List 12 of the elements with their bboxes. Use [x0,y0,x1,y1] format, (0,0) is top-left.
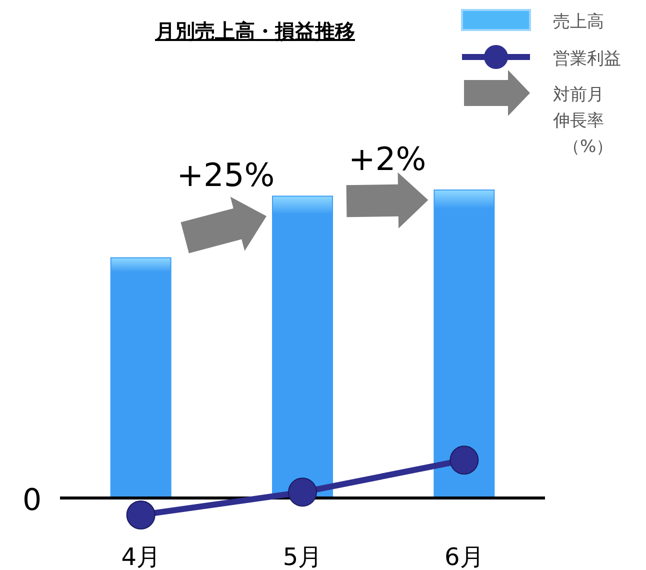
text: （%） [563,137,614,157]
text: 対前月 [553,85,604,105]
text: 0 [22,483,42,518]
annotation: +25% [176,156,275,194]
text: 伸長率 [552,111,604,131]
x-tick-label: 6月 [444,543,484,570]
legend-label: 売上高 [553,12,604,32]
x-tick-label: 5月 [282,543,322,570]
text: +2% [348,140,426,178]
legend-label: 営業利益 [553,49,621,69]
chart-title: 月別売上高・損益推移 [154,19,355,43]
x-tick-label: 4月 [121,543,160,570]
